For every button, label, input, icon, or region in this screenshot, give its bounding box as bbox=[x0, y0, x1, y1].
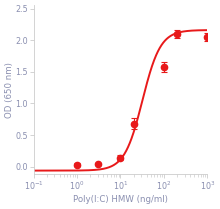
X-axis label: Poly(I:C) HMW (ng/ml): Poly(I:C) HMW (ng/ml) bbox=[73, 195, 168, 204]
Y-axis label: OD (650 nm): OD (650 nm) bbox=[5, 62, 14, 118]
